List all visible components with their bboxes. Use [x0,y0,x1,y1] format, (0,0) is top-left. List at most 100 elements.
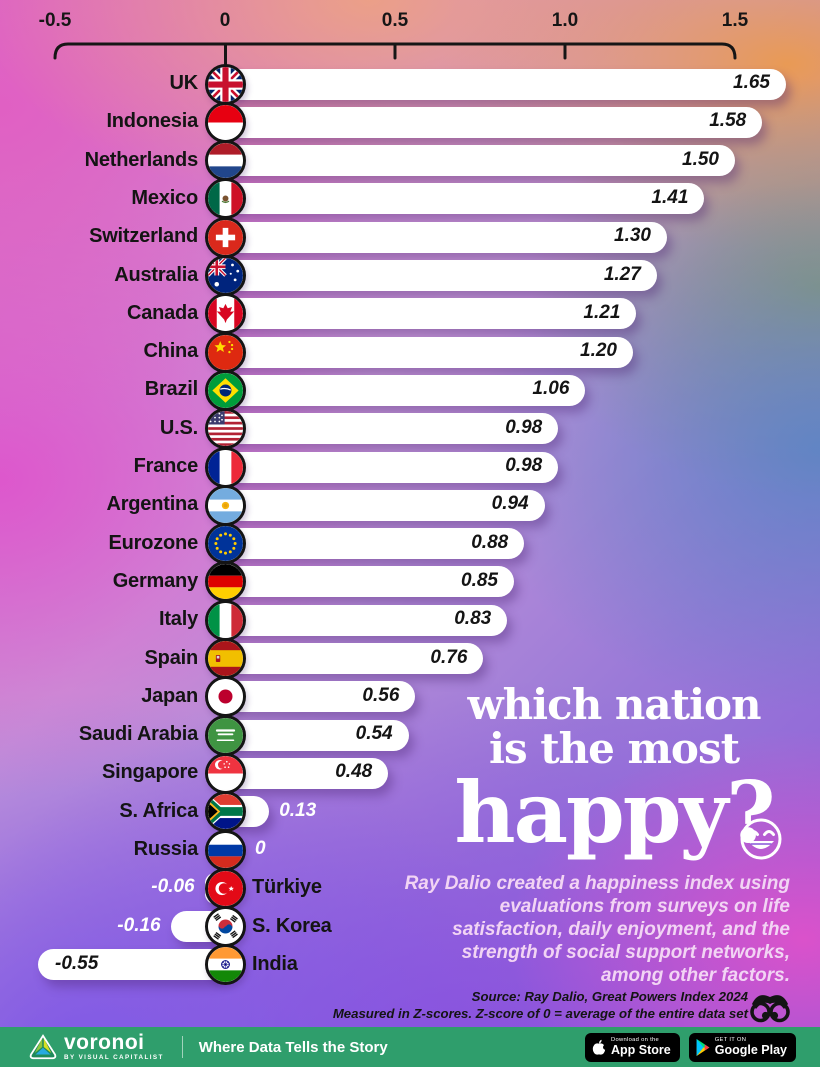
flag-singapore-icon [204,752,246,794]
footer-divider [181,1036,183,1058]
bar [225,757,389,789]
description-lead: Ray Dalio [404,873,492,894]
apple-icon [592,1039,607,1055]
value-label: 0.83 [454,608,492,630]
brand-subtitle: BY VISUAL CAPITALIST [64,1054,164,1061]
bar [225,336,633,368]
flag-saudi_arabia-icon [204,714,246,756]
flag-s_africa-icon [204,791,246,833]
value-label: 1.65 [733,72,770,93]
google-play-badge[interactable]: GET IT ON Google Play [688,1032,796,1062]
country-label: Russia [133,838,199,860]
title-line-2: is the most [488,724,740,773]
bar [225,68,786,100]
flag-indonesia-icon [204,101,246,143]
country-label: France [133,455,199,477]
axis-tick-label: 1.5 [721,10,749,31]
country-label: Germany [112,569,199,592]
bar [225,183,705,215]
source-note: Source: Ray Dalio, Great Powers Index 20… [333,988,748,1022]
app-store-badge[interactable]: Download on the App Store [585,1032,680,1062]
country-label: Italy [158,608,198,631]
flag-italy-icon [204,599,246,641]
country-label: Netherlands [84,148,199,171]
value-label: 0.85 [461,569,498,591]
appstore-tagline: Download on the [611,1037,660,1043]
country-label: U.S. [159,416,198,439]
axis-tick-label: 1.0 [551,10,579,31]
value-label: 1.20 [580,340,617,362]
value-label: 0.98 [505,455,543,476]
brand-name: voronoi [64,1031,145,1054]
value-label: 1.21 [583,301,621,323]
source-line-2: Measured in Z-scores. Z-score of 0 = ave… [332,1006,748,1021]
value-label: 1.27 [603,263,641,285]
page-title: which nation is the most happy? [432,682,796,856]
country-label: S. Korea [252,914,332,937]
value-label: 0.94 [491,493,529,515]
country-label: India [252,952,298,975]
description-text: Ray Dalio created a happiness index usin… [398,872,790,987]
flag-brazil-icon [204,369,246,411]
flag-eurozone-icon [204,523,246,565]
bar [225,221,667,253]
title-line-1: which nation [467,680,761,729]
axis-line [53,42,737,60]
value-label: 1.50 [682,148,719,170]
play-triangle-icon [696,1038,710,1056]
value-label: 0.48 [335,761,373,783]
bar [225,643,484,674]
value-label: 0 [255,838,266,859]
bar [225,719,409,751]
axis-tick-label: 0.5 [381,10,409,31]
flag-mexico-icon [204,178,246,220]
flag-japan-icon [204,676,246,718]
flag-turkiye-icon [204,867,246,909]
bar [225,566,514,598]
value-label: 0.88 [471,531,509,553]
flag-argentina-icon [204,484,246,526]
country-label: S. Africa [119,799,198,822]
country-label: China [143,340,198,363]
bar [225,604,508,636]
flag-india-icon [204,944,246,986]
country-label: Türkiye [252,876,322,899]
footer-bar: voronoi BY VISUAL CAPITALIST Where Data … [0,1027,820,1067]
appstore-label: App Store [611,1043,671,1057]
bar [225,528,525,560]
bar [225,489,545,521]
gplay-tagline: GET IT ON [714,1037,747,1043]
country-label: Brazil [144,378,198,401]
flag-us-icon [204,408,246,450]
value-label: -0.55 [55,952,99,974]
description-rest: created a happiness index using evaluati… [452,873,790,986]
bar [225,681,416,713]
value-label: 0.56 [362,684,400,706]
bar [225,413,559,445]
value-label: -0.06 [151,876,195,898]
flag-australia-icon [204,255,246,296]
value-label: -0.16 [117,914,161,936]
country-label: Japan [141,684,198,707]
bar [225,260,657,291]
axis-tick-label: -0.5 [38,10,72,31]
footer-slogan: Where Data Tells the Story [198,1038,388,1056]
source-line-1: Source: Ray Dalio, Great Powers Index 20… [471,989,748,1004]
flag-germany-icon [204,561,246,603]
bar [225,106,763,138]
country-label: Indonesia [106,110,198,133]
bar [225,374,586,406]
flag-russia-icon [204,829,246,871]
value-label: 0.98 [505,416,543,438]
value-label: 1.41 [651,186,689,208]
country-label: Argentina [106,493,198,516]
flag-switzerland-icon [204,216,246,258]
flag-netherlands-icon [204,140,246,182]
country-label: Spain [144,646,199,669]
bar [225,145,735,177]
country-label: Australia [114,263,198,286]
country-label: Saudi Arabia [78,723,198,746]
value-label: 0.13 [279,799,317,821]
country-label: Singapore [102,761,198,784]
flag-canada-icon [204,293,246,335]
